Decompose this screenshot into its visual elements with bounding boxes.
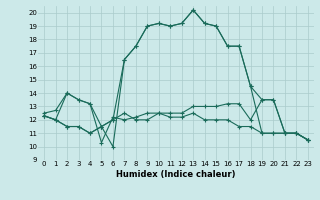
X-axis label: Humidex (Indice chaleur): Humidex (Indice chaleur) <box>116 170 236 179</box>
